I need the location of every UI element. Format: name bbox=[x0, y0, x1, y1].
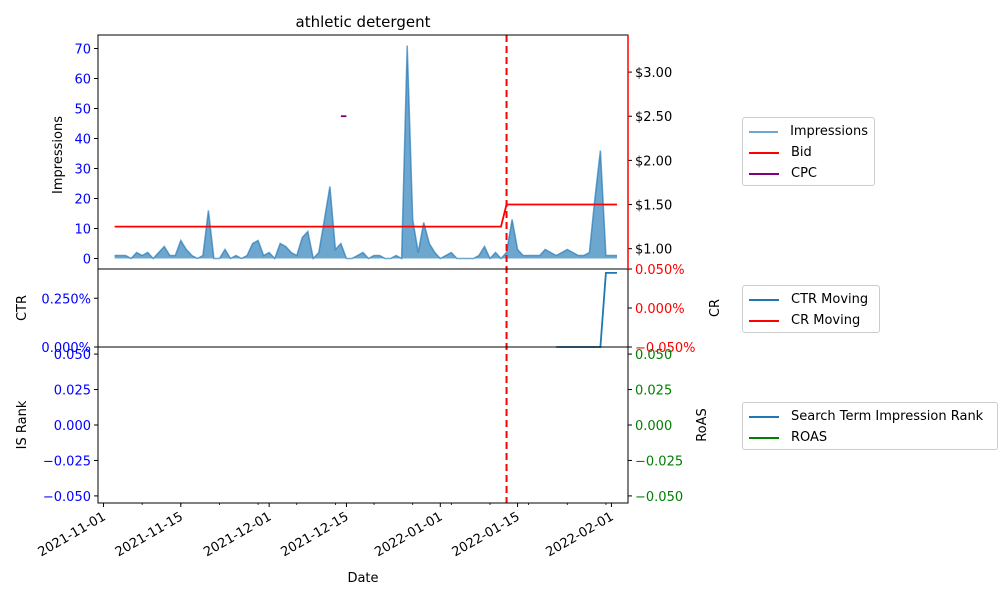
ctr-moving-line bbox=[556, 272, 617, 348]
legend-swatch bbox=[749, 415, 779, 418]
is-rank-panel: −0.050 −0.025 0.000 0.025 0.050 −0.050 −0.025 0… bbox=[15, 348, 710, 586]
impressions-y-tick-label: 20 bbox=[74, 193, 91, 208]
legend-label: Impressions bbox=[790, 124, 868, 139]
legend-item-bid: Bid bbox=[749, 142, 868, 163]
legend-is-rank-panel: Search Term Impression Rank ROAS bbox=[742, 402, 998, 450]
roas-y-tick-label: 0.000 bbox=[635, 419, 672, 434]
cr-y-tick-label: 0.050% bbox=[635, 263, 685, 278]
legend-swatch bbox=[749, 319, 779, 322]
ctr-panel: 0.000% 0.250% −0.050% 0.000% 0.050% CTR CR bbox=[15, 263, 723, 356]
is-rank-y-tick-label: −0.050 bbox=[43, 490, 91, 505]
roas-y-tick-label: −0.050 bbox=[635, 490, 683, 505]
impressions-y-tick-label: 50 bbox=[74, 103, 91, 118]
impressions-line bbox=[114, 45, 617, 261]
bid-line bbox=[114, 203, 617, 228]
x-axis-ticks: 2021-11-01 2021-11-15 2021-12-01 2021-12-15… bbox=[36, 503, 616, 560]
legend-swatch bbox=[749, 130, 779, 133]
chart-title: athletic detergent bbox=[296, 13, 431, 31]
bid-y-tick-label: $3.00 bbox=[635, 66, 672, 81]
bid-y-tick-label: $1.00 bbox=[635, 243, 672, 258]
legend-impressions-panel: Impressions Bid CPC bbox=[742, 117, 875, 186]
x-tick-label: 2021-12-01 bbox=[201, 509, 274, 560]
ctr-y-tick-label: 0.000% bbox=[41, 341, 91, 356]
is-rank-y-tick-label: −0.025 bbox=[43, 454, 91, 469]
ctr-y-tick-label: 0.250% bbox=[41, 292, 91, 307]
impressions-axis-label: Impressions bbox=[51, 116, 66, 194]
roas-y-tick-label: −0.025 bbox=[635, 454, 683, 469]
x-tick-label: 2022-02-01 bbox=[543, 509, 616, 560]
x-tick-label: 2022-01-01 bbox=[372, 509, 445, 560]
roas-y-tick-label: 0.025 bbox=[635, 384, 672, 399]
legend-label: CPC bbox=[791, 166, 817, 181]
bid-y-tick-label: $2.50 bbox=[635, 110, 672, 125]
x-axis-label: Date bbox=[347, 571, 378, 586]
bid-y-tick-label: $2.00 bbox=[635, 154, 672, 169]
x-tick-label: 2021-11-01 bbox=[36, 509, 109, 560]
legend-swatch bbox=[749, 151, 779, 154]
legend-item-search-term-impression-rank: Search Term Impression Rank bbox=[749, 406, 991, 427]
roas-axis-label: RoAS bbox=[695, 408, 710, 442]
impressions-y-tick-label: 30 bbox=[74, 163, 91, 178]
cr-y-tick-label: −0.050% bbox=[635, 341, 695, 356]
is-rank-y-tick-label: 0.025 bbox=[54, 384, 91, 399]
legend-swatch bbox=[749, 298, 779, 301]
legend-label: CR Moving bbox=[791, 313, 861, 328]
is-rank-y-tick-label: 0.050 bbox=[54, 348, 91, 363]
legend-swatch bbox=[749, 172, 779, 175]
impressions-y-tick-label: 40 bbox=[74, 133, 91, 148]
panel-frame bbox=[97, 268, 629, 348]
panel-frame bbox=[97, 346, 629, 504]
x-tick-label: 2021-12-15 bbox=[278, 509, 351, 560]
impressions-y-tick-label: 0 bbox=[83, 253, 91, 268]
ctr-axis-label: CTR bbox=[15, 295, 30, 321]
legend-swatch bbox=[749, 436, 779, 439]
roas-y-tick-label: 0.050 bbox=[635, 348, 672, 363]
impressions-y-tick-label: 10 bbox=[74, 223, 91, 238]
axes-frames bbox=[97, 34, 629, 504]
legend-label: Search Term Impression Rank bbox=[791, 409, 984, 424]
legend-item-cpc: CPC bbox=[749, 163, 868, 184]
impressions-y-tick-label: 70 bbox=[74, 43, 91, 58]
is-rank-y-tick-label: 0.000 bbox=[54, 419, 91, 434]
is-rank-axis-label: IS Rank bbox=[15, 400, 30, 449]
legend-ctr-panel: CTR Moving CR Moving bbox=[742, 285, 880, 333]
cr-y-tick-label: 0.000% bbox=[635, 302, 685, 317]
bid-y-tick-label: $1.50 bbox=[635, 199, 672, 214]
legend-label: CTR Moving bbox=[791, 292, 869, 307]
legend-item-cr-moving: CR Moving bbox=[749, 310, 873, 331]
legend-item-impressions: Impressions bbox=[749, 121, 868, 142]
legend-label: ROAS bbox=[791, 430, 828, 445]
panel-frame bbox=[97, 34, 629, 270]
impressions-panel: 0 10 20 30 40 50 60 70 $1.00 $1.50 $2.00 $2.50 $3.00… bbox=[51, 43, 672, 268]
legend-item-ctr-moving: CTR Moving bbox=[749, 289, 873, 310]
x-tick-label: 2022-01-15 bbox=[450, 509, 523, 560]
legend-label: Bid bbox=[791, 145, 812, 160]
x-tick-label: 2021-11-15 bbox=[113, 509, 186, 560]
cr-axis-label: CR bbox=[708, 299, 723, 317]
legend-item-roas: ROAS bbox=[749, 427, 991, 448]
impressions-y-tick-label: 60 bbox=[74, 73, 91, 88]
